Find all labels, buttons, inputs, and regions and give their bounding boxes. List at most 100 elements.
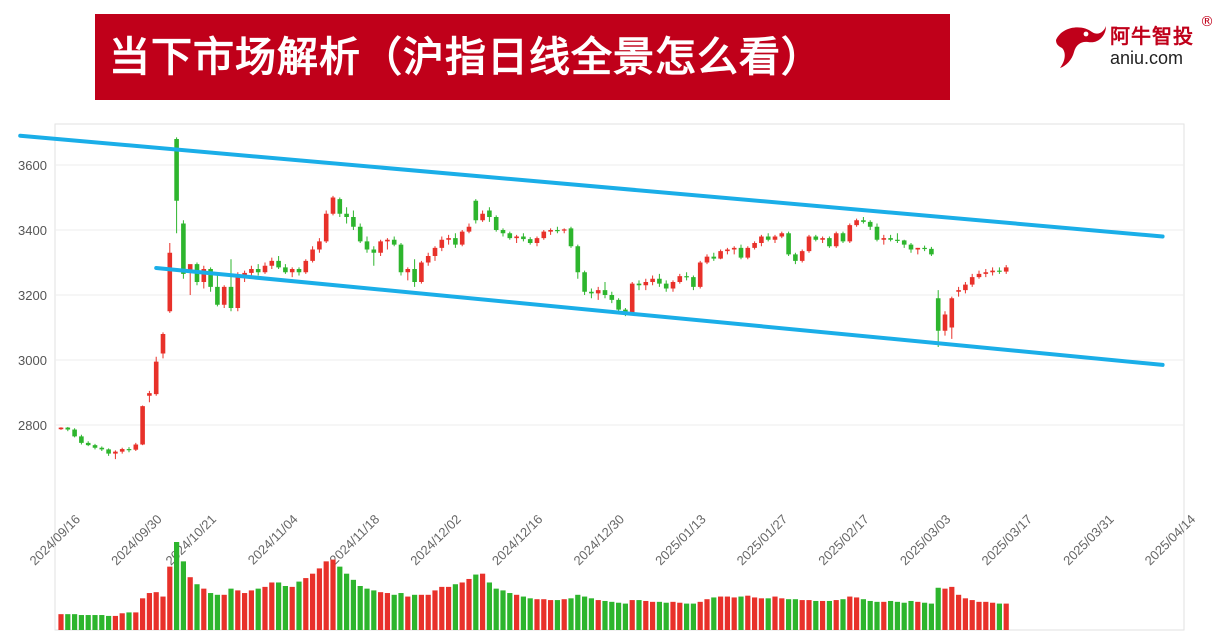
- volume-bar: [962, 598, 968, 630]
- candle-down: [351, 217, 356, 227]
- volume-bar: [112, 615, 118, 630]
- candle-up: [643, 282, 649, 286]
- candle-up: [480, 213, 485, 221]
- volume-bar: [772, 596, 778, 630]
- candle-up: [58, 427, 64, 430]
- candle-down: [126, 449, 132, 451]
- volume-bar: [180, 561, 186, 630]
- volume-bar: [915, 601, 921, 630]
- candle-up: [425, 256, 431, 263]
- volume-bar: [656, 601, 662, 630]
- candle-up: [419, 262, 424, 282]
- candle-down: [106, 449, 111, 454]
- volume-bar: [786, 599, 792, 630]
- volume-bar: [854, 597, 860, 630]
- candle-down: [65, 427, 71, 430]
- candle-down: [922, 247, 927, 250]
- volume-bar: [799, 600, 805, 630]
- candle-up: [310, 249, 315, 261]
- candle-up: [405, 269, 411, 273]
- volume-bar: [85, 615, 91, 630]
- candle-down: [228, 286, 234, 308]
- candle-up: [1003, 267, 1009, 272]
- candle-down: [79, 436, 84, 443]
- volume-bar: [255, 588, 261, 630]
- volume-bar: [480, 573, 486, 630]
- candle-up: [697, 262, 703, 287]
- candle-down: [255, 269, 261, 273]
- candle-up: [983, 272, 989, 274]
- candle-down: [92, 445, 98, 448]
- volume-bar: [928, 603, 934, 630]
- candle-down: [663, 283, 669, 289]
- volume-bar: [262, 586, 268, 630]
- candle-down: [337, 199, 343, 214]
- candle-up: [847, 225, 853, 242]
- y-tick-label: 3000: [18, 353, 47, 368]
- x-tick-label: 2024/09/30: [108, 512, 165, 569]
- title-banner: 当下市场解析（沪指日线全景怎么看）: [95, 14, 950, 100]
- candle-up: [779, 233, 785, 237]
- volume-bar: [99, 615, 105, 630]
- candle-up: [541, 231, 547, 239]
- candle-up: [833, 233, 839, 247]
- candle-down: [473, 200, 479, 221]
- x-tick-label: 2024/12/30: [570, 512, 627, 569]
- candle-up: [942, 314, 948, 331]
- y-tick-label: 2800: [18, 418, 47, 433]
- candle-up: [446, 238, 451, 240]
- candle-up: [731, 247, 737, 250]
- candle-down: [453, 238, 458, 245]
- candle-down: [609, 295, 615, 300]
- volume-bar: [187, 577, 193, 630]
- volume-bar: [779, 598, 785, 630]
- candle-down: [500, 230, 506, 234]
- volume-bar: [384, 593, 390, 630]
- brand-logo: 阿牛智投 ® aniu.com: [1052, 14, 1222, 74]
- volume-bar: [534, 599, 540, 630]
- candle-up: [820, 238, 825, 240]
- volume-bar: [1003, 603, 1009, 630]
- volume-bar: [323, 561, 329, 630]
- channel-line-upper: [18, 133, 1165, 239]
- volume-bar: [765, 598, 771, 630]
- volume-bar: [575, 594, 581, 630]
- volume-bar: [303, 578, 309, 630]
- volume-bar: [663, 602, 669, 630]
- volume-bar: [990, 602, 996, 630]
- candle-down: [861, 220, 866, 222]
- x-tick-label: 2025/02/17: [815, 512, 872, 569]
- candle-up: [262, 265, 268, 273]
- candle-down: [691, 277, 696, 287]
- registered-mark: ®: [1200, 14, 1214, 30]
- volume-bar: [310, 573, 316, 630]
- candle-down: [215, 286, 220, 305]
- candle-up: [432, 247, 438, 256]
- candle-up: [752, 243, 757, 248]
- candle-down: [412, 269, 417, 282]
- candle-down: [657, 278, 662, 284]
- volume-bar: [167, 566, 173, 630]
- volume-bar: [466, 578, 472, 630]
- candle-down: [589, 291, 594, 294]
- volume-bar: [568, 598, 574, 630]
- candle-down: [684, 276, 689, 278]
- volume-bar: [78, 615, 84, 630]
- candle-up: [629, 283, 635, 313]
- volume-bar: [588, 598, 594, 630]
- volume-bar: [357, 586, 363, 630]
- candle-up: [269, 260, 275, 266]
- candle-down: [895, 239, 900, 241]
- candle-up: [303, 260, 309, 273]
- candle-up: [561, 229, 567, 231]
- candle-up: [976, 273, 982, 278]
- volume-bar: [983, 601, 989, 630]
- volume-bar: [350, 579, 356, 630]
- volume-bar: [174, 542, 180, 630]
- x-tick-label: 2024/11/18: [326, 512, 382, 568]
- volume-bar: [364, 588, 370, 630]
- volume-bar: [126, 612, 132, 630]
- volume-bar: [58, 614, 64, 630]
- volume-bar: [371, 590, 377, 630]
